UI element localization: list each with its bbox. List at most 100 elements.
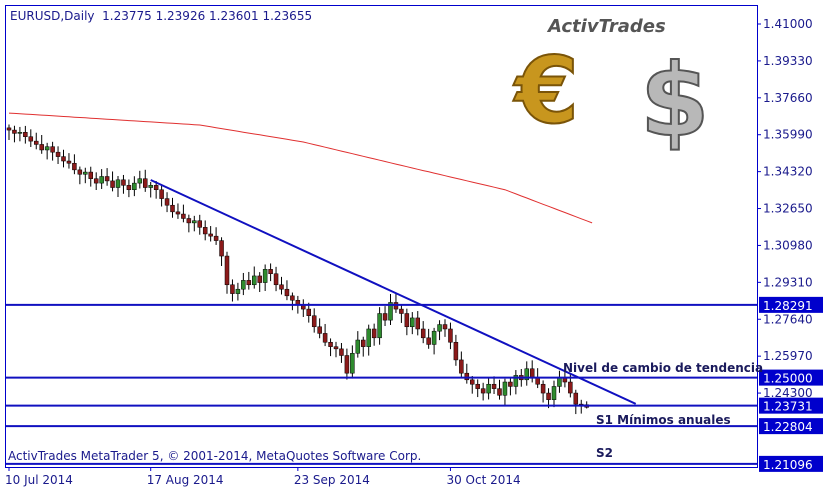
candle-body	[61, 156, 66, 162]
candle-body	[192, 220, 197, 224]
y-tick-label: 1.39330	[763, 54, 813, 68]
candle	[322, 323, 328, 347]
candle	[55, 146, 61, 164]
candle	[164, 192, 170, 213]
candle	[399, 305, 404, 323]
candle	[104, 168, 110, 186]
candle-body	[540, 383, 546, 394]
price-tag	[759, 418, 823, 435]
candle	[148, 182, 153, 198]
chart-frame	[5, 5, 758, 468]
level-label: Nivel de cambio de tendencia	[563, 361, 763, 375]
candle-body	[388, 302, 393, 321]
candle	[66, 153, 72, 169]
candle	[377, 307, 382, 345]
candle	[137, 170, 143, 189]
candle	[219, 237, 224, 266]
candle-body	[72, 162, 77, 171]
candle	[252, 266, 257, 289]
candle-body	[137, 178, 143, 184]
candle	[28, 129, 34, 147]
x-tick-label: 23 Sep 2014	[294, 473, 370, 487]
y-tick-label: 1.34320	[763, 165, 813, 179]
candle	[355, 331, 361, 358]
candle	[268, 263, 273, 282]
candle-body	[366, 328, 371, 347]
candle-body	[453, 341, 459, 361]
candle-body	[426, 337, 431, 345]
candle	[361, 336, 366, 357]
candle	[350, 345, 355, 379]
price-tag	[759, 455, 823, 472]
candle	[126, 179, 132, 198]
candle	[6, 124, 12, 141]
candle	[175, 203, 181, 219]
y-tick-label: 1.29310	[763, 275, 813, 289]
candle-body	[486, 383, 491, 394]
candle-body	[219, 240, 224, 257]
candle-body	[159, 189, 164, 199]
candle	[475, 379, 480, 398]
candle	[44, 142, 50, 160]
candle	[366, 324, 371, 356]
candle	[153, 180, 159, 199]
candle-body	[115, 179, 121, 188]
candle	[197, 214, 202, 235]
candle-body	[257, 275, 262, 283]
candle-body	[202, 227, 208, 235]
candle	[371, 323, 377, 346]
candle-body	[197, 220, 202, 228]
y-tick-label: 1.27640	[763, 312, 813, 326]
candle	[464, 363, 470, 384]
candle	[426, 328, 431, 349]
candle	[442, 319, 448, 337]
candle	[317, 318, 322, 339]
candle-body	[442, 324, 448, 330]
candle-body	[268, 269, 273, 274]
candle-body	[464, 372, 470, 381]
candle-body	[382, 313, 388, 321]
candle	[39, 135, 44, 154]
candle	[459, 351, 464, 379]
candle	[241, 272, 246, 296]
candle	[486, 377, 491, 400]
candle	[23, 125, 28, 144]
y-tick-label: 1.25970	[763, 349, 813, 363]
candle	[284, 280, 290, 301]
x-tick-label: 30 Oct 2014	[446, 473, 520, 487]
candle-body	[28, 136, 34, 142]
candle	[453, 334, 459, 366]
candle	[328, 338, 333, 357]
candle	[502, 378, 508, 406]
candle	[420, 321, 426, 344]
candle	[404, 308, 410, 336]
candle-body	[573, 392, 579, 405]
dollar-symbol-icon: $	[640, 42, 710, 159]
candle	[508, 377, 513, 396]
candle-body	[322, 333, 328, 343]
price-tag-label: 1.28291	[763, 299, 813, 313]
candle-body	[262, 269, 268, 283]
candle	[513, 370, 519, 395]
candle	[17, 126, 23, 142]
candle	[230, 279, 235, 302]
candle-body	[344, 355, 350, 374]
candle-body	[241, 280, 246, 290]
candle-body	[470, 379, 475, 385]
candle	[99, 169, 104, 189]
x-tick-label: 10 Jul 2014	[5, 473, 73, 487]
candle-body	[290, 295, 295, 301]
candle-body	[415, 317, 420, 330]
candle	[279, 276, 284, 295]
candle-body	[491, 383, 497, 389]
candle-body	[66, 160, 72, 164]
candle-body	[529, 368, 535, 378]
price-tag	[759, 397, 823, 414]
y-tick-label: 1.32650	[763, 202, 813, 216]
candle-body	[410, 317, 415, 328]
candle	[415, 311, 420, 336]
candle-body	[181, 213, 186, 219]
candle-body	[371, 328, 377, 339]
candle-body	[50, 146, 55, 153]
candle-body	[448, 328, 453, 343]
